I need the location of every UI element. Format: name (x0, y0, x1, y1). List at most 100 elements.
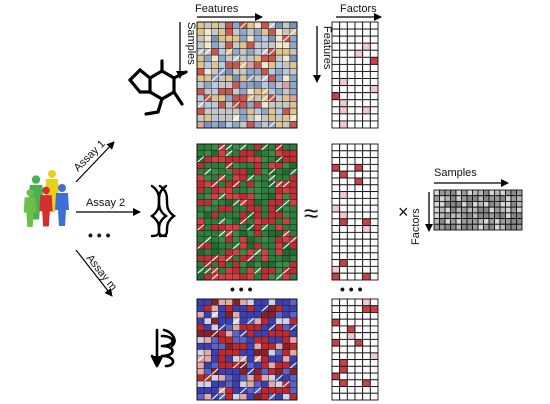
missing-value-hatch (289, 323, 298, 331)
loading-cell (354, 325, 364, 334)
matrix-cell (261, 68, 269, 76)
missing-value-hatch (196, 223, 205, 231)
factor-cell (510, 218, 517, 225)
loading-cell (362, 49, 371, 58)
matrix-cell (282, 305, 291, 312)
loading-cell (346, 204, 356, 213)
matrix-cell (203, 217, 212, 225)
loading-cell (354, 245, 364, 254)
matrix-cell (218, 199, 226, 207)
matrix-cell (196, 305, 205, 312)
matrix-cell (268, 242, 276, 250)
matrix-cell (275, 393, 283, 401)
factor-cell (461, 218, 468, 225)
loading-cell (354, 56, 364, 65)
loading-cell (369, 372, 379, 381)
matrix-cell (239, 273, 248, 281)
matrix-cell (218, 28, 226, 36)
loading-cell (339, 197, 348, 206)
loading-cell (331, 386, 341, 394)
matrix-cell (289, 330, 298, 338)
loading-cell (362, 272, 371, 281)
matrix-cell (275, 305, 283, 312)
matrix-cell (289, 217, 298, 225)
matrix-cell (225, 168, 233, 176)
factor-cell (505, 189, 512, 197)
missing-value-hatch (218, 193, 226, 201)
loading-cell (362, 21, 371, 30)
matrix-cell (239, 380, 248, 388)
loading-cell (339, 345, 348, 354)
loading-cell (331, 338, 341, 347)
matrix-cell (211, 68, 219, 76)
factor-cell (450, 200, 457, 208)
matrix-cell (225, 393, 233, 401)
missing-value-hatch (289, 236, 298, 244)
matrix-cell (196, 168, 205, 176)
loading-cell (339, 379, 348, 387)
loading-cell (346, 197, 356, 206)
matrix-cell (289, 317, 298, 325)
matrix-cell (239, 54, 248, 63)
matrix-cell (196, 342, 205, 350)
loading-cell (362, 85, 371, 94)
loading-cell (369, 338, 379, 347)
loading-cell (369, 78, 379, 87)
factor-cell (516, 212, 523, 220)
matrix-cell (218, 61, 226, 69)
matrix-cell (211, 35, 219, 43)
matrix-cell (225, 174, 233, 182)
loading-cell (354, 298, 364, 307)
matrix-cell (218, 149, 226, 157)
matrix-cell (253, 305, 262, 312)
loading-cell (354, 265, 364, 274)
loading-cell (362, 245, 371, 254)
loading-cell (362, 218, 371, 227)
matrix-cell (261, 187, 269, 194)
factor-cell (433, 189, 440, 197)
matrix-cell (246, 193, 255, 200)
loading-cell (339, 211, 348, 220)
matrix-cell (203, 199, 212, 207)
matrix-cell (253, 342, 262, 350)
matrix-cell (268, 35, 276, 43)
loading-cell (331, 170, 341, 179)
missing-value-hatch (225, 143, 234, 151)
loading-cell (362, 170, 371, 179)
matrix-cell (232, 267, 241, 275)
missing-value-hatch (232, 242, 241, 250)
matrix-cell (268, 267, 276, 275)
matrix-cell (196, 107, 205, 116)
matrix-cell (225, 336, 233, 344)
matrix-cell (239, 230, 248, 237)
factor-cell (483, 195, 490, 202)
loading-cell (346, 184, 356, 193)
factor-cell (494, 200, 501, 208)
missing-value-hatch (260, 223, 269, 231)
factor-cell (477, 212, 484, 220)
matrix-cell (239, 393, 248, 401)
loading-cell (362, 359, 371, 367)
loading-cell (346, 345, 356, 354)
matrix-cell (282, 298, 291, 306)
matrix-cell (268, 143, 276, 151)
matrix-cell (225, 224, 233, 231)
loading-cell (362, 372, 371, 381)
matrix-cell (218, 74, 226, 82)
matrix-cell (225, 342, 233, 350)
matrix-cell (225, 236, 233, 244)
matrix-cell (196, 361, 205, 369)
matrix-cell (275, 101, 283, 109)
matrix-cell (239, 180, 248, 188)
loading-cell (339, 143, 348, 152)
factor-cell (510, 212, 517, 220)
matrix-cell (268, 199, 276, 207)
matrix-cell (218, 162, 226, 169)
matrix-cell (268, 101, 276, 109)
matrix-cell (232, 143, 241, 151)
loading-cell (339, 312, 348, 320)
matrix-cell (203, 255, 212, 262)
matrix-cell (253, 193, 262, 200)
matrix-cell (211, 298, 219, 306)
factor-cell (505, 195, 512, 202)
